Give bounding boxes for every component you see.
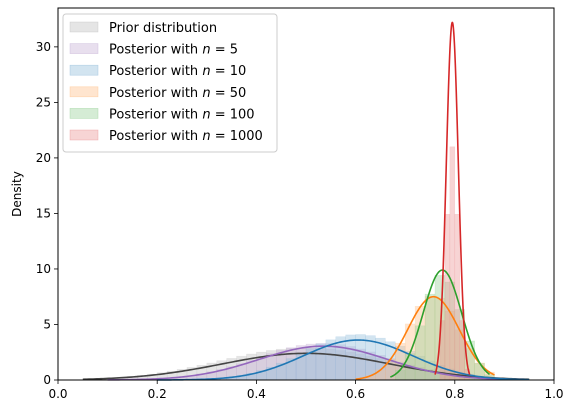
y-tick-label: 25 bbox=[36, 95, 51, 109]
kde-line-series-4 bbox=[389, 269, 490, 378]
legend-label: Posterior with n = 100 bbox=[109, 107, 255, 122]
kde-line-series-2 bbox=[157, 339, 530, 381]
legend-label: Prior distribution bbox=[109, 21, 217, 36]
legend-label: Posterior with n = 50 bbox=[109, 86, 246, 101]
y-tick-label: 15 bbox=[36, 206, 51, 220]
legend-swatch bbox=[69, 108, 99, 119]
x-tick-label: 0.2 bbox=[148, 387, 167, 401]
legend-frame bbox=[62, 13, 278, 153]
y-tick-label: 5 bbox=[43, 317, 51, 331]
legend: Prior distribution Posterior with n = 5 Po… bbox=[62, 13, 278, 153]
hist-bar bbox=[449, 146, 456, 381]
hist-bar bbox=[424, 293, 436, 381]
y-tick-label: 30 bbox=[36, 40, 51, 54]
hist-bar bbox=[375, 369, 386, 381]
y-axis-label: Density bbox=[10, 171, 24, 217]
y-axis-ticks: 0 5 10 15 20 25 30 bbox=[36, 40, 58, 387]
y-tick-label: 10 bbox=[36, 262, 51, 276]
legend-swatch bbox=[69, 86, 99, 98]
legend-label: Posterior with n = 1000 bbox=[109, 129, 263, 144]
x-tick-label: 0.6 bbox=[346, 387, 365, 401]
legend-swatch bbox=[69, 21, 99, 33]
x-axis-ticks: 0.0 0.2 0.4 0.6 0.8 1.0 bbox=[48, 380, 564, 401]
legend-swatch bbox=[69, 129, 99, 141]
legend-swatch bbox=[69, 64, 99, 76]
x-tick-label: 0.0 bbox=[48, 387, 67, 401]
x-tick-label: 1.0 bbox=[544, 387, 563, 401]
legend-swatch bbox=[69, 43, 99, 54]
x-tick-label: 0.8 bbox=[445, 387, 464, 401]
hist-bar bbox=[395, 369, 406, 381]
y-tick-label: 20 bbox=[36, 151, 51, 165]
kde-line-series-5 bbox=[434, 21, 471, 375]
kde-curve-layer bbox=[82, 21, 530, 381]
hist-bar bbox=[444, 214, 451, 381]
kde-line-series-1 bbox=[107, 345, 525, 381]
legend-label: Posterior with n = 5 bbox=[109, 43, 238, 58]
x-tick-label: 0.4 bbox=[247, 387, 266, 401]
kde-line-series-3 bbox=[355, 295, 495, 380]
plot-frame bbox=[57, 7, 555, 381]
legend-label: Posterior with n = 10 bbox=[109, 64, 246, 79]
y-tick-label: 0 bbox=[43, 373, 51, 387]
kde-line-series-0 bbox=[82, 352, 530, 381]
